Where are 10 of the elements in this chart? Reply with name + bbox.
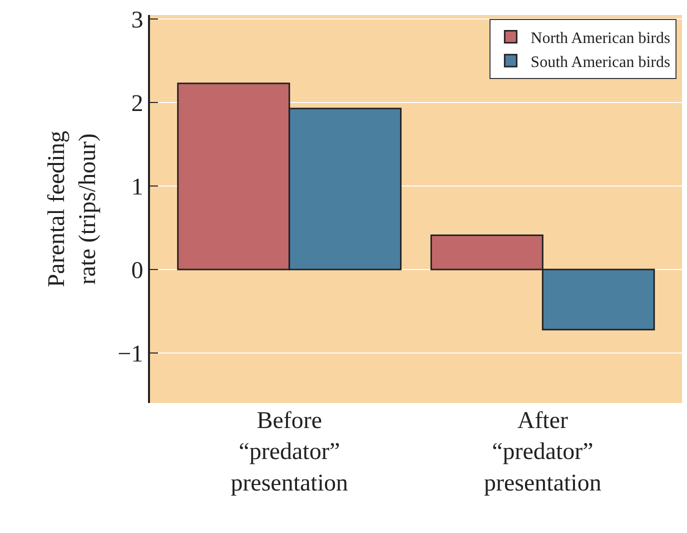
y-tick-label: 1 (131, 174, 144, 200)
y-axis-title: Parental feeding rate (trips/hour) (44, 130, 102, 288)
legend-label: North American birds (530, 30, 670, 48)
x-tick-label: Before “predator” presentation (230, 408, 348, 496)
y-tick-label: 2 (131, 91, 144, 118)
y-tick-label: −1 (118, 341, 144, 368)
legend-label: South American birds (530, 54, 670, 71)
y-tick-label: 3 (131, 8, 144, 34)
y-tick-label: 0 (131, 258, 144, 284)
x-tick-label: After “predator” presentation (484, 408, 602, 496)
